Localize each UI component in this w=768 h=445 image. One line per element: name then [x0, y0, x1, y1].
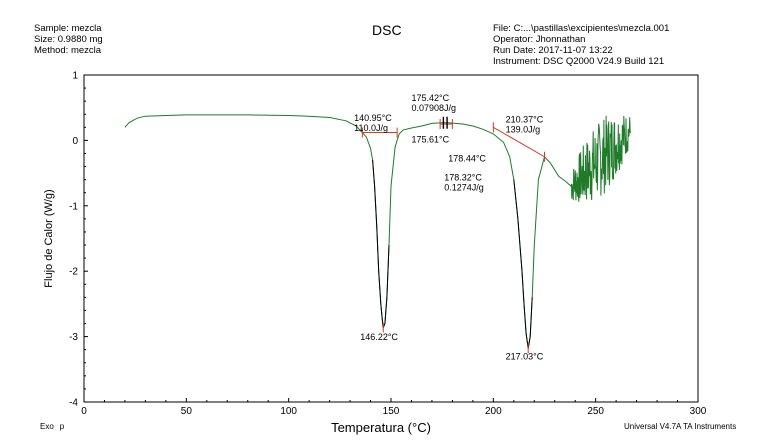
footer-exo-label: Exo p	[40, 422, 64, 431]
run-date: Run Date: 2017-11-07 13:22	[493, 45, 613, 56]
y-tick-label: -2	[69, 267, 78, 278]
sample-size: Size: 0.9880 mg	[34, 34, 103, 45]
peak-1-integration	[372, 159, 390, 330]
operator: Operator: Jhonnathan	[493, 34, 586, 45]
x-tick-label: 250	[587, 406, 604, 417]
instrument: Instrument: DSC Q2000 V24.9 Build 121	[493, 56, 665, 67]
x-tick-label: 150	[383, 406, 400, 417]
x-tick-label: 100	[280, 406, 297, 417]
chart-title: DSC	[372, 22, 402, 38]
annotation-line: 146.22°C	[360, 332, 398, 342]
integration-baseline	[493, 126, 545, 158]
annotation-line: 139.0J/g	[506, 125, 541, 135]
x-tick-label: 200	[485, 406, 502, 417]
peak-annotation: 146.22°C	[360, 332, 398, 342]
y-tick-label: 1	[72, 71, 78, 82]
exo-text: Exo	[40, 422, 54, 431]
method-name: Method: mezcla	[34, 45, 102, 56]
annotation-line: 140.95°C	[354, 113, 392, 123]
x-tick-label: 50	[181, 406, 193, 417]
annotation-line: 175.61°C	[411, 134, 449, 144]
y-tick-label: -3	[69, 332, 78, 343]
software-version: Universal V4.7A TA Instruments	[624, 422, 737, 431]
annotation-line: 0.1274J/g	[444, 182, 484, 192]
peak-annotation: 178.32°C 0.1274J/g	[444, 172, 484, 192]
y-tick-label: 0	[72, 136, 78, 147]
sample-name: Sample: mezcla	[34, 23, 102, 34]
annotation-line: 110.0J/g	[354, 123, 388, 133]
run-info: File: C:...\pastillas\excipientes\mezcla…	[493, 23, 669, 67]
annotation-line: 178.44°C	[448, 153, 486, 163]
x-tick-label: 0	[81, 406, 87, 417]
y-tick-label: -1	[69, 201, 78, 212]
sample-info: Sample: mezcla Size: 0.9880 mg Method: m…	[34, 23, 103, 56]
annotation-line: 0.07908J/g	[411, 103, 456, 113]
peak-2-integration	[513, 179, 533, 349]
peak-annotation: 210.37°C 139.0J/g	[506, 115, 544, 135]
peak-annotation: 140.95°C 110.0J/g	[354, 113, 392, 133]
y-tick-label: -4	[69, 398, 78, 409]
peak-annotation: 175.61°C	[411, 134, 449, 144]
annotation-line: 175.42°C	[411, 93, 449, 103]
peak-annotation: 178.44°C	[448, 153, 486, 163]
annotation-line: 210.37°C	[506, 115, 544, 125]
heat-flow-line	[124, 114, 631, 349]
peak-annotation: 175.42°C 0.07908J/g	[411, 93, 456, 113]
y-axis-label: Flujo de Calor (W/g)	[43, 189, 55, 287]
file-path: File: C:...\pastillas\excipientes\mezcla…	[493, 23, 670, 34]
exo-arrow-text: p	[59, 422, 65, 431]
annotation-line: 217.03°C	[506, 351, 544, 361]
x-tick-label: 300	[690, 406, 707, 417]
annotation-line: 178.32°C	[444, 172, 482, 182]
x-axis-label: Temperatura (°C)	[331, 420, 431, 435]
peak-annotation: 217.03°C	[506, 351, 544, 361]
